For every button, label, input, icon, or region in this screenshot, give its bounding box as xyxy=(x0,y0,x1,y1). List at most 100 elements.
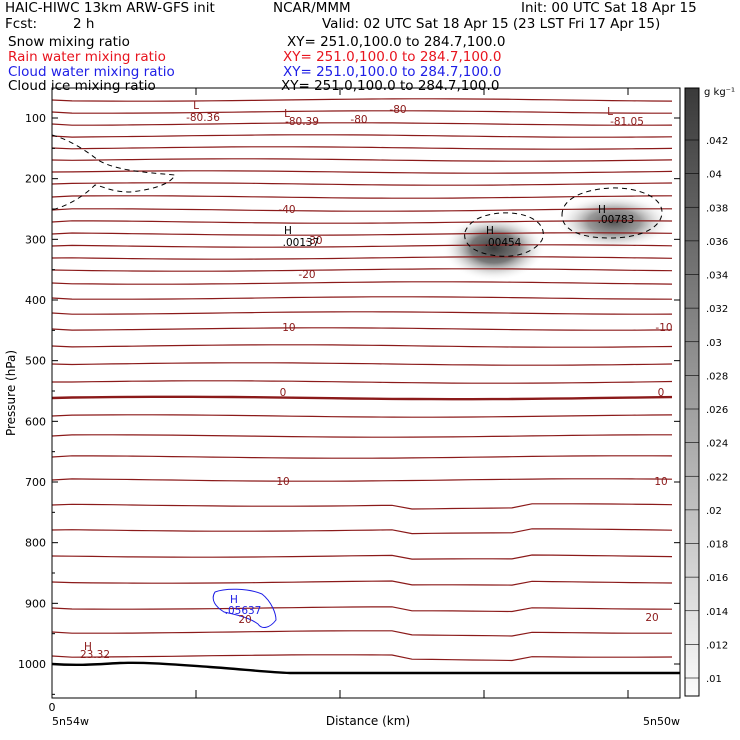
init-time: Init: 00 UTC Sat 18 Apr 15 xyxy=(521,0,697,16)
y-axis-title: Pressure (hPa) xyxy=(4,350,18,436)
cloud-ice-contour xyxy=(52,134,176,211)
y-tick-label: 200 xyxy=(25,173,46,186)
y-tick-label: 400 xyxy=(25,294,46,307)
colorbar-tick-label: .024 xyxy=(706,439,728,450)
y-tick-label: 300 xyxy=(25,233,46,246)
isotherm xyxy=(52,580,673,586)
extremum-value: .00783 xyxy=(598,214,635,226)
x-axis-left-endpoint: 5n54w xyxy=(52,715,89,728)
contour-label: -80 xyxy=(350,114,367,126)
contour-label: 23.32 xyxy=(80,649,110,661)
isotherm xyxy=(52,134,673,138)
isotherm xyxy=(52,503,673,510)
colorbar-tick-label: .042 xyxy=(706,136,728,147)
colorbar-tick-label: .028 xyxy=(706,371,728,382)
extremum-value: .00137 xyxy=(283,237,320,249)
fcst-label: Fcst: xyxy=(5,16,38,32)
extremum-value: .00454 xyxy=(485,237,522,249)
isotherm xyxy=(52,268,673,272)
contour-labels: -80.36 -80.39 -80 -80 -81.05 -40 -30 -20 -10 -10 0… xyxy=(80,100,673,661)
isotherm xyxy=(52,630,672,637)
colorbar-tick-label: .016 xyxy=(706,573,728,584)
colorbar-tick-label: .018 xyxy=(706,540,728,551)
isotherm xyxy=(52,182,673,186)
isotherm xyxy=(52,606,673,613)
colorbar: g kg⁻¹ .01 .012 .014 .016 .018 .02 .022 .024 .02… xyxy=(684,87,735,697)
fcst-value: 2 h xyxy=(73,16,95,32)
field-xy-cloud-water: XY= 251.0,100.0 to 284.7,100.0 xyxy=(283,64,502,80)
extremum-marker: H xyxy=(598,204,606,216)
isotherm xyxy=(52,256,673,260)
field-xy-snow: XY= 251.0,100.0 to 284.7,100.0 xyxy=(287,34,506,50)
isotherm xyxy=(52,414,673,418)
extremum-marker: L xyxy=(193,100,199,112)
isotherm xyxy=(52,380,673,384)
contour-label: -30 xyxy=(305,235,322,247)
contour-label: 20 xyxy=(645,612,658,624)
field-name-snow: Snow mixing ratio xyxy=(8,34,130,50)
title-center: NCAR/MMM xyxy=(273,0,351,16)
extremum-marker: H xyxy=(284,225,292,237)
field-xy-cloud-ice: XY= 251.0,100.0 to 284.7,100.0 xyxy=(281,78,500,94)
x-axis-ticks xyxy=(51,88,629,698)
contour-label: -20 xyxy=(298,269,315,281)
contour-label: -40 xyxy=(278,204,295,216)
colorbar-tick-label: .01 xyxy=(706,674,722,685)
contour-label: -10 xyxy=(655,322,672,334)
isotherm xyxy=(52,122,673,126)
isotherm xyxy=(52,98,673,102)
isotherm xyxy=(52,158,673,162)
field-name-cloud-water: Cloud water mixing ratio xyxy=(8,64,175,80)
extremum-marker: H xyxy=(486,225,494,237)
isotherm xyxy=(52,455,673,459)
temperature-contours xyxy=(52,98,673,662)
isotherm xyxy=(52,528,673,535)
extremum-marker: L xyxy=(284,108,290,120)
extremum-marker: H xyxy=(84,641,92,653)
isotherm xyxy=(52,244,673,248)
isotherm xyxy=(52,478,673,482)
field-xy-rain: XY= 251.0,100.0 to 284.7,100.0 xyxy=(283,49,502,65)
x-axis-title: Distance (km) xyxy=(326,714,410,728)
isotherm xyxy=(52,232,673,236)
contour-label: -10 xyxy=(278,322,295,334)
y-tick-label: 800 xyxy=(25,537,46,550)
colorbar-tick-label: .02 xyxy=(706,506,722,517)
colorbar-tick-label: .026 xyxy=(706,405,728,416)
isotherm xyxy=(52,362,673,366)
title-left: HAIC-HIWC 13km ARW-GFS init xyxy=(5,0,215,16)
y-tick-label: 700 xyxy=(25,476,46,489)
isotherm xyxy=(52,434,672,438)
snow-shading-blob xyxy=(442,215,546,281)
extremum-marker: H xyxy=(230,594,238,606)
x-axis-right-endpoint: 5n50w xyxy=(643,715,680,728)
y-tick-label: 500 xyxy=(25,355,46,368)
isotherm xyxy=(52,296,673,300)
isotherm xyxy=(52,146,673,150)
contour-label: 10 xyxy=(654,476,667,488)
y-tick-label: 100 xyxy=(25,112,46,125)
isotherm xyxy=(52,327,673,331)
colorbar-tick-label: .022 xyxy=(706,472,728,483)
colorbar-tick-label: .034 xyxy=(706,271,728,282)
colorbar-tick-label: .04 xyxy=(706,170,722,181)
contour-label: 0 xyxy=(658,387,665,399)
isotherm xyxy=(52,395,673,401)
y-tick-label: 900 xyxy=(25,597,46,610)
isotherm xyxy=(52,170,673,174)
contour-label: 10 xyxy=(276,476,289,488)
contour-label: -80 xyxy=(389,104,406,116)
contour-label: -80.39 xyxy=(285,116,319,128)
cloud-ice-contour xyxy=(464,212,544,257)
isotherm xyxy=(52,344,673,348)
cloud-ice-contours xyxy=(52,134,663,257)
contour-label: -81.05 xyxy=(610,116,644,128)
field-name-cloud-ice: Cloud ice mixing ratio xyxy=(8,78,156,94)
isotherm xyxy=(52,554,673,560)
colorbar-tick-label: .014 xyxy=(706,607,728,618)
colorbar-tick-label: .036 xyxy=(706,237,728,248)
colorbar-tick-label: .032 xyxy=(706,304,728,315)
colorbar-tick-label: .012 xyxy=(706,640,728,651)
cloud-water-contour xyxy=(212,588,277,628)
colorbar-unit: g kg⁻¹ xyxy=(704,87,735,98)
